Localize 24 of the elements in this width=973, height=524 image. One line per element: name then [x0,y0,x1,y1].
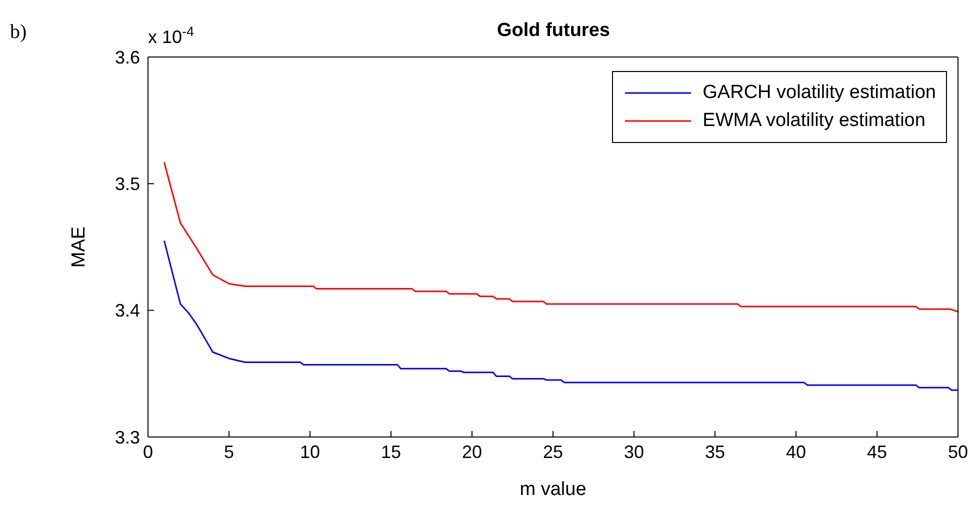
legend-label: EWMA volatility estimation [702,110,926,132]
text: x 10$^{-4}$ [148,24,195,47]
x-tick-label: 5 [224,442,234,462]
x-tick-label: 20 [462,442,482,462]
x-tick-label: 10 [300,442,320,462]
chart-title: Gold futures [497,20,610,41]
text: b) [10,21,27,43]
x-tick-label: 25 [542,442,564,462]
y-axis-title: MAE [68,226,90,268]
y-tick-label: 3.3 [114,427,140,448]
x-axis-title: m value [520,479,586,500]
x-tick-label: 35 [704,442,726,462]
x-tick-label: 40 [786,442,806,462]
x-tick-label: 50 [948,442,968,462]
x-tick-label: 15 [380,442,402,462]
legend-label: GARCH volatility estimation [702,82,936,104]
x-tick-label: 45 [866,442,888,462]
line-series [163,161,958,312]
y-tick-label: 3.4 [114,300,140,321]
x-tick-label: 30 [624,442,644,462]
y-tick-label: 3.5 [114,174,140,194]
x-tick-label: 0 [142,442,154,462]
y-tick-label: 3.6 [114,47,140,68]
line-series [163,240,958,391]
